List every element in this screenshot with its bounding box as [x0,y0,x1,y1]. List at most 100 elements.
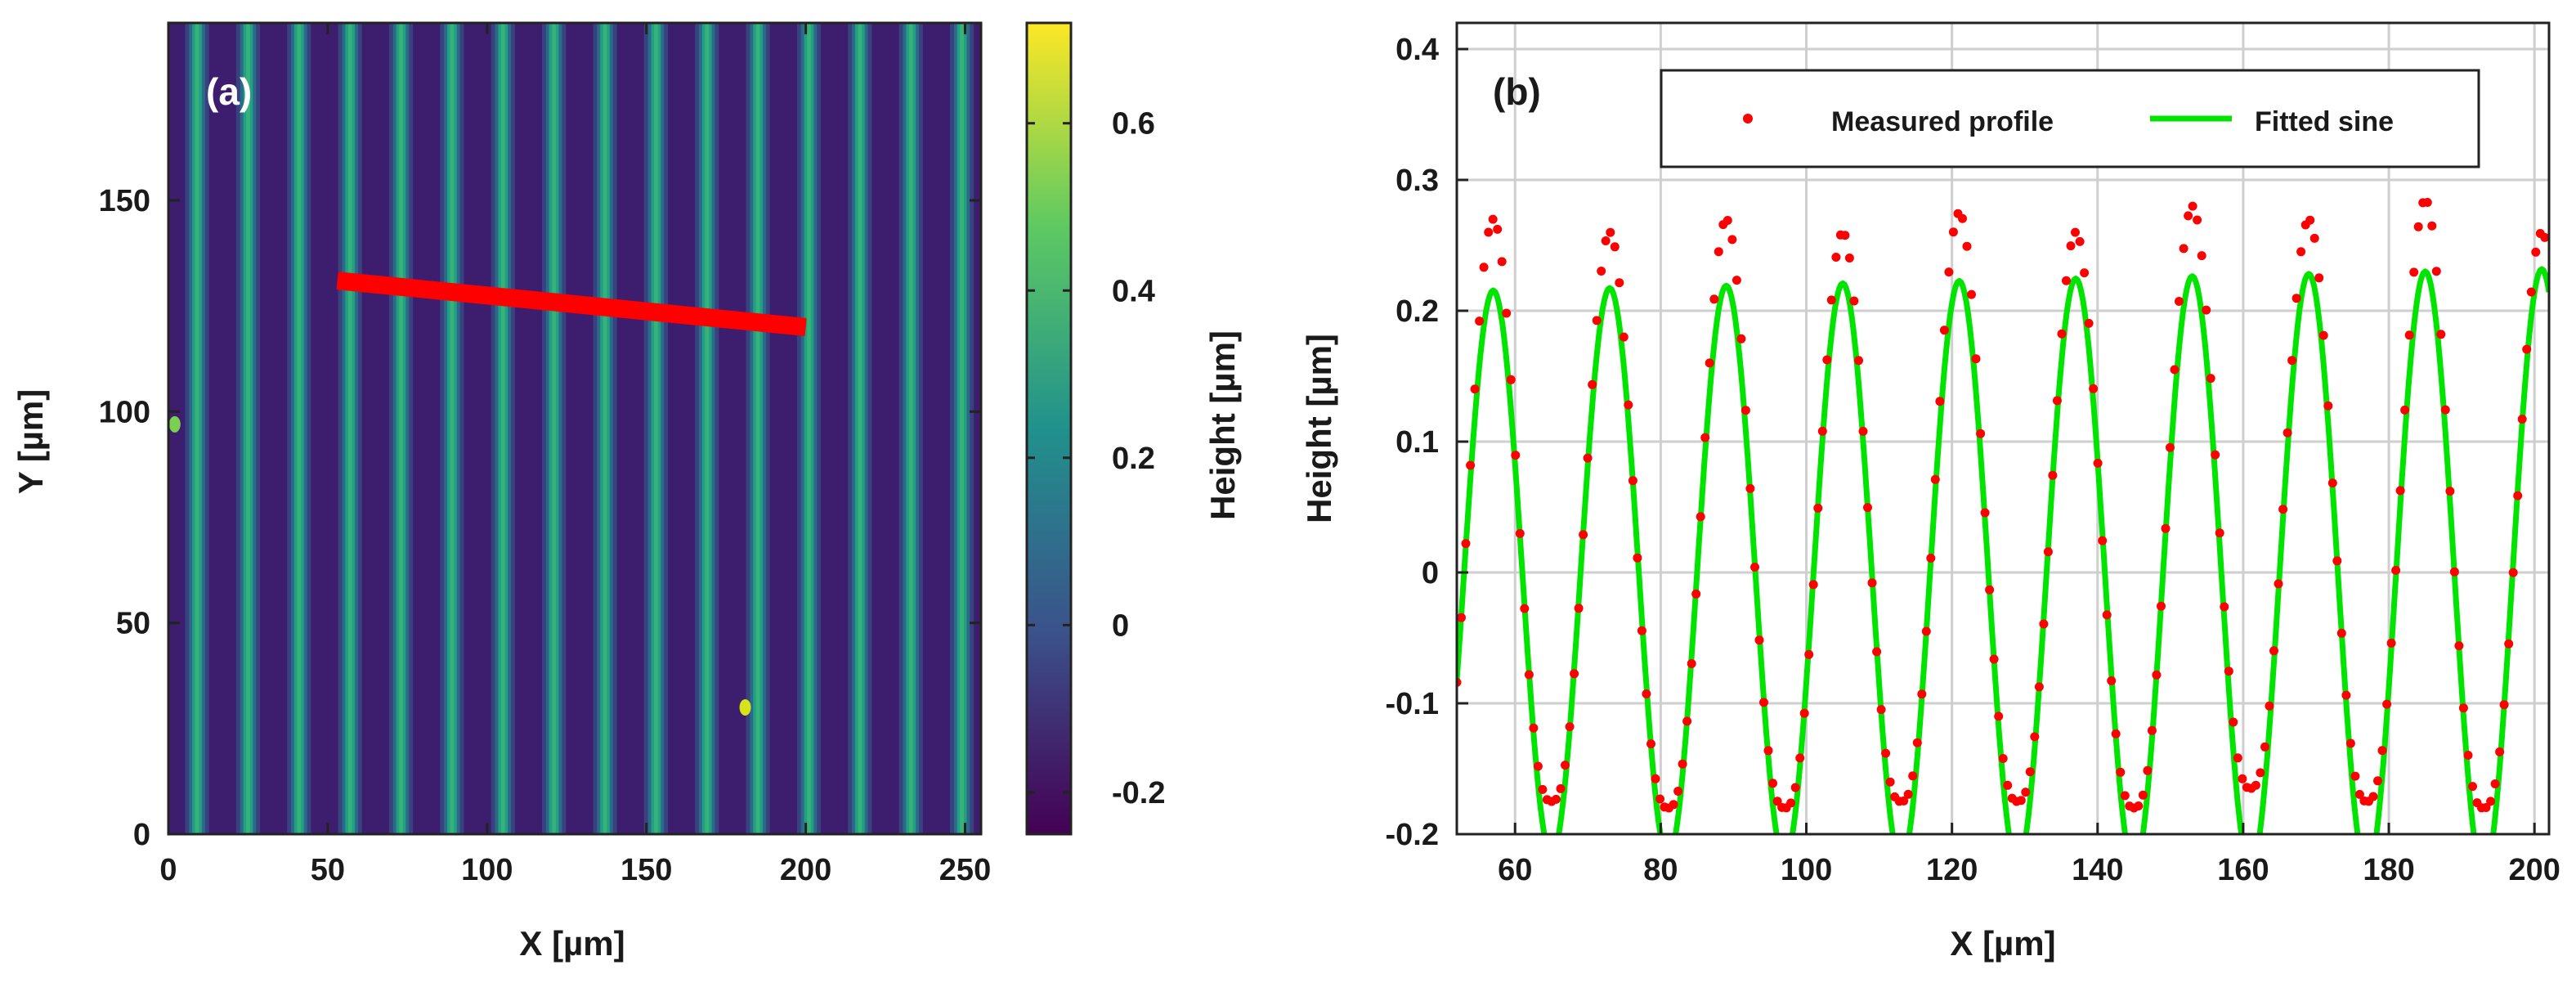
measured-point [1628,476,1637,486]
y-tick-label: 100 [99,395,150,429]
grating-stripe [1001,23,1024,834]
measured-point [2147,725,2157,735]
heatmap-panel: 0 50 100 150 200 250 0 50 100 150 (a) X [µm] Y [… [11,21,1024,963]
measured-point [2003,780,2013,790]
x-tick-label: 100 [1781,853,1832,887]
measured-point [2490,779,2500,788]
measured-point [1705,358,1714,368]
measured-point [2368,792,2378,801]
measured-point [2508,568,2518,577]
grating-stripe-core [450,23,455,834]
measured-point [1736,334,1746,343]
legend-measured-marker [1743,114,1753,123]
measured-point [1786,798,1796,808]
measured-point [2197,251,2206,261]
measured-point [2350,771,2360,781]
x-tick-label: 0 [159,853,177,887]
grating-stripe-core [603,23,607,834]
colorbar-gradient [1025,21,1073,836]
x-tick-label: 120 [1926,853,1978,887]
y-tick-label: 0 [133,818,150,852]
measured-point [1678,759,1687,769]
measured-point [2504,639,2514,649]
measured-point [2495,747,2505,756]
measured-point [1552,794,1561,804]
measured-point [2102,610,2112,620]
heatmap-frame [167,21,983,836]
measured-point [1822,355,1832,365]
measured-point [2211,450,2220,460]
measured-point [2458,703,2468,713]
measured-point [2175,297,2184,306]
measured-point [1619,332,1628,342]
legend-fitted-label: Fitted sine [2255,106,2394,137]
measured-point [2062,276,2071,285]
measured-point [1768,779,1777,788]
measured-point [1808,580,1818,590]
measured-point [2260,742,2269,752]
measured-point [1854,356,1863,366]
measured-point [1908,771,1918,781]
grating-stripe-core [246,23,250,834]
measured-point [2345,738,2355,748]
measured-point [1872,647,1882,657]
measured-point [2220,602,2229,612]
measured-point [1615,278,1624,288]
measured-point [2449,567,2459,577]
measured-point [1790,783,1800,792]
grating-stripe-core [399,23,403,834]
colorbar-tick-label: 0 [1112,608,1129,643]
measured-point [2071,227,2080,237]
grating-stripe-core [960,23,964,834]
measured-point [2540,232,2549,242]
measured-point [2517,415,2527,424]
x-tick-label: 140 [2072,853,2123,887]
measured-point [1948,227,1958,237]
measured-point [1561,761,1570,770]
measured-point [2377,746,2387,756]
measured-point [1750,563,1759,572]
measured-point [1682,716,1692,726]
heatmap-x-label: X [µm] [519,924,625,963]
measured-point [1876,705,1886,715]
grating-stripe-core [1005,23,1020,834]
measured-point [2138,790,2148,800]
measured-point [2269,646,2278,656]
measured-point [1759,698,1768,707]
measured-point [1921,626,1931,636]
measured-point [2486,797,2496,806]
measured-point [1985,585,1995,595]
measured-point [2093,458,2103,468]
measured-point [1899,796,1909,806]
measured-point [1867,578,1877,588]
measured-point [2052,396,2062,406]
measured-point [1651,774,1660,783]
y-tick-label: 0 [1422,556,1439,590]
measured-point [2431,267,2441,276]
measured-point [1939,325,1949,335]
measured-point [2084,318,2094,328]
measured-point [1457,613,1466,622]
grating-stripe-core [297,23,302,834]
measured-point [1624,400,1633,410]
measured-point [2468,782,2477,792]
measured-point [2080,268,2090,278]
grating-stripe-core [347,23,352,834]
measured-point [1714,247,1723,257]
measured-point [2179,244,2188,254]
measured-point [1912,738,1922,747]
measured-point [1826,295,1836,305]
measured-point [1570,669,1579,679]
measured-point [1696,512,1705,522]
measured-point [2287,356,2297,366]
measured-point [2030,732,2040,742]
measured-point [1588,379,1597,389]
measured-point [2229,717,2238,727]
measured-point [1840,231,1850,240]
measured-point [2215,528,2224,538]
measured-point [1511,451,1521,460]
measured-point [2499,700,2509,710]
x-tick-label: 200 [780,853,831,887]
measured-point [1461,539,1471,549]
